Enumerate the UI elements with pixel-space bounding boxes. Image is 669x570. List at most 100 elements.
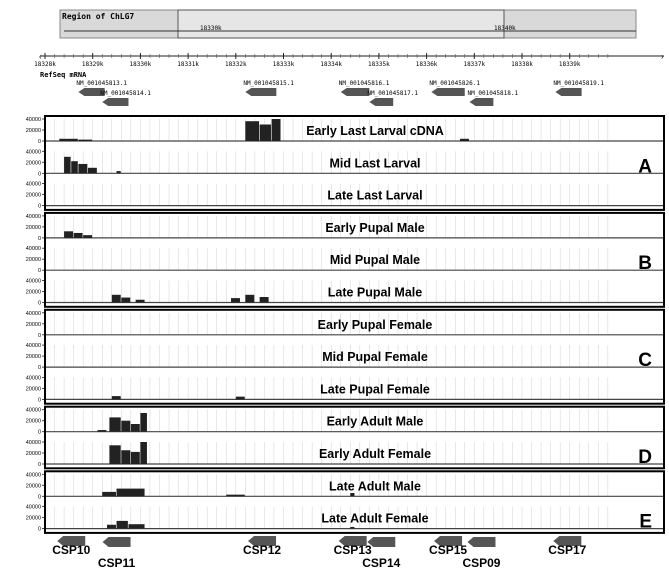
csp-gene-label: CSP14: [362, 556, 400, 570]
track-axis-label: 0: [38, 430, 41, 436]
stage-group-box: [44, 308, 665, 405]
track-axis-label: 0: [38, 494, 41, 500]
coverage-track: 40000 20000 0 Mid Pupal Male: [26, 246, 664, 274]
csp-gene-label: CSP11: [98, 556, 136, 570]
coverage-bar: [231, 298, 240, 303]
coverage-track: 40000 20000 0 Late Adult Female: [26, 505, 664, 533]
track-label: Late Pupal Female: [320, 382, 430, 396]
coverage-bar: [116, 520, 128, 529]
stage-group-box: [44, 405, 665, 470]
coverage-track: 40000 20000 0 Early Last Larval cDNA: [26, 117, 664, 145]
refseq-gene-label: NM_001045814.1: [100, 90, 151, 97]
track-axis-label: 0: [38, 171, 41, 177]
ruler-right-arrow: ›: [661, 52, 664, 61]
csp-gene-glyph: [434, 536, 463, 546]
coverage-bar: [140, 413, 147, 432]
coverage-tracks: 40000 20000 0 Early Last Larval cDNA 40000 20…: [26, 117, 664, 533]
track-axis-label: 20000: [26, 419, 41, 425]
track-label: Mid Last Larval: [330, 156, 421, 170]
stage-group-box: [44, 470, 665, 534]
coverage-bar: [97, 430, 107, 432]
refseq-gene-model[interactable]: [78, 88, 105, 96]
coverage-bar: [235, 396, 245, 400]
track-axis-label: 0: [38, 333, 41, 339]
refseq-gene-label: NM_001045818.1: [468, 90, 519, 97]
coverage-track: 40000 20000 0 Late Last Larval: [26, 182, 664, 210]
track-axis-label: 20000: [26, 451, 41, 457]
coverage-bar: [128, 524, 145, 529]
track-label: Early Pupal Female: [318, 318, 433, 332]
track-label: Mid Pupal Female: [322, 350, 428, 364]
ruler-tick-label: 18331k: [177, 61, 199, 68]
track-axis-label: 20000: [26, 483, 41, 489]
csp-gene-glyph: [553, 536, 582, 546]
coverage-track: 40000 20000 0 Early Pupal Male: [26, 214, 664, 242]
track-axis-label: 20000: [26, 354, 41, 360]
stage-group-letter: D: [638, 447, 652, 468]
coverage-bar: [135, 299, 145, 303]
refseq-mrna-track: RefSeq mRNA NM_001045813.1 NM_001045814.1…: [40, 71, 604, 106]
csp-gene-glyph: [102, 537, 131, 547]
coverage-bar: [245, 121, 260, 141]
refseq-gene-label: NM_001045826.1: [429, 80, 480, 87]
refseq-gene-model[interactable]: [102, 98, 129, 106]
track-axis-label: 40000: [26, 279, 41, 285]
track-label: Mid Pupal Male: [330, 253, 420, 267]
coverage-bar: [73, 232, 83, 238]
stage-groups: A B C D E: [44, 115, 665, 534]
track-axis-label: 40000: [26, 246, 41, 252]
track-axis-label: 20000: [26, 193, 41, 199]
track-axis-label: 40000: [26, 214, 41, 220]
coverage-bar: [140, 442, 147, 464]
region-title: Region of ChLG7: [62, 11, 134, 21]
track-axis-label: 0: [38, 236, 41, 242]
coverage-track: 40000 20000 0 Early Adult Male: [26, 408, 664, 436]
coverage-bar: [259, 124, 271, 141]
coverage-bar: [109, 445, 121, 464]
track-axis-label: 0: [38, 527, 41, 533]
coverage-bar: [116, 488, 145, 497]
ruler-tick-label: 18335k: [368, 61, 390, 68]
coverage-bar: [459, 138, 469, 141]
csp-gene-glyph: [57, 536, 86, 546]
refseq-gene-label: NM_001045815.1: [243, 80, 294, 87]
track-axis-label: 40000: [26, 117, 41, 123]
refseq-gene-label: NM_001045817.1: [367, 90, 418, 97]
track-axis-label: 20000: [26, 225, 41, 231]
coverage-bar: [78, 139, 93, 141]
coverage-bar: [245, 294, 255, 303]
track-axis-label: 0: [38, 462, 41, 468]
stage-group-box: [44, 115, 665, 211]
coverage-bar: [64, 231, 74, 238]
refseq-gene-model[interactable]: [369, 98, 394, 106]
stage-group-box: [44, 211, 665, 308]
track-axis-label: 40000: [26, 375, 41, 381]
coverage-bar: [111, 294, 121, 303]
refseq-gene-model[interactable]: [340, 88, 370, 96]
track-label: Late Pupal Male: [328, 286, 423, 300]
ruler-tick-label: 18328k: [34, 61, 56, 68]
stage-group-letter: B: [638, 253, 652, 274]
track-label: Late Adult Female: [321, 512, 428, 526]
refseq-gene-model[interactable]: [469, 98, 494, 106]
track-axis-label: 0: [38, 139, 41, 145]
coverage-bar: [121, 297, 131, 303]
refseq-gene-model[interactable]: [431, 88, 465, 96]
track-axis-label: 40000: [26, 472, 41, 478]
refseq-gene-model[interactable]: [245, 88, 277, 96]
coverage-bar: [109, 417, 121, 432]
track-axis-label: 40000: [26, 182, 41, 188]
csp-gene-label: CSP15: [429, 543, 467, 557]
coordinate-ruler: ‹ › 18328k 18329k 18330k 18331k 18332k 18333k…: [34, 52, 664, 68]
ruler-tick-label: 18339k: [559, 61, 581, 68]
track-axis-label: 0: [38, 268, 41, 274]
csp-gene-label: CSP10: [52, 543, 90, 557]
track-axis-label: 40000: [26, 505, 41, 511]
region-highlight-window[interactable]: [177, 9, 505, 39]
track-axis-label: 0: [38, 397, 41, 403]
refseq-gene-model[interactable]: [555, 88, 582, 96]
csp-gene-label: CSP13: [334, 543, 372, 557]
track-label: Early Adult Male: [327, 415, 424, 429]
coverage-bar: [121, 420, 131, 432]
